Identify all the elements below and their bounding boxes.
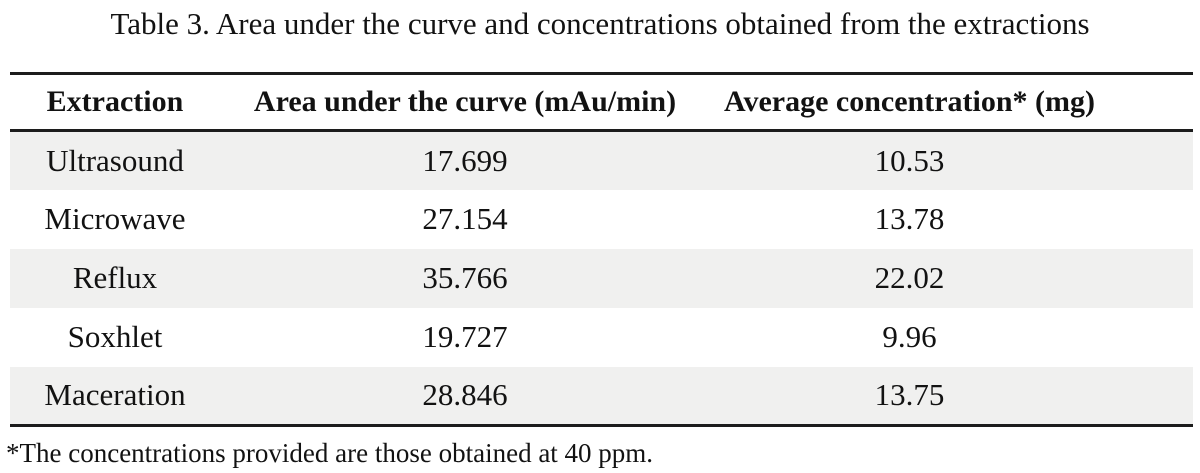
cell-concentration: 13.78: [874, 201, 945, 236]
cell-extraction: Ultrasound: [46, 142, 184, 178]
table-row-maceration: Maceration 28.846 13.75: [10, 366, 1193, 426]
column-header-average-concentration: Average concentration* (mg): [710, 73, 1193, 132]
cell-concentration: 9.96: [882, 319, 937, 354]
cell-area: 27.154: [422, 201, 508, 236]
table-row-microwave: Microwave 27.154 13.78: [10, 190, 1193, 249]
cell-area: 28.846: [422, 377, 508, 413]
table-header: Extraction Area under the curve (mAu/min…: [10, 73, 1193, 132]
cell-extraction: Maceration: [44, 377, 186, 413]
cell-concentration: 13.75: [874, 377, 945, 413]
cell-concentration: 10.53: [874, 142, 945, 178]
cell-extraction: Reflux: [72, 260, 158, 295]
header-row: Extraction Area under the curve (mAu/min…: [10, 73, 1193, 132]
extractions-table: Extraction Area under the curve (mAu/min…: [10, 72, 1193, 427]
column-header-area-under-curve: Area under the curve (mAu/min): [220, 73, 710, 132]
cell-area: 35.766: [422, 260, 508, 295]
cell-area: 17.699: [422, 142, 508, 178]
table-caption: Table 3. Area under the curve and concen…: [110, 6, 1090, 41]
cell-concentration: 22.02: [874, 260, 945, 295]
cell-extraction: Soxhlet: [67, 319, 163, 354]
table-footnote: *The concentrations provided are those o…: [6, 438, 654, 468]
table-row-reflux: Reflux 35.766 22.02: [10, 248, 1193, 308]
table-body: Ultrasound 17.699 10.53 Microwave 27.154…: [10, 130, 1193, 426]
column-header-extraction: Extraction: [10, 73, 220, 132]
table-row-ultrasound: Ultrasound 17.699 10.53: [10, 130, 1193, 190]
cell-extraction: Microwave: [44, 201, 186, 236]
cell-area: 19.727: [422, 319, 508, 354]
table-row-soxhlet: Soxhlet 19.727 9.96: [10, 308, 1193, 367]
